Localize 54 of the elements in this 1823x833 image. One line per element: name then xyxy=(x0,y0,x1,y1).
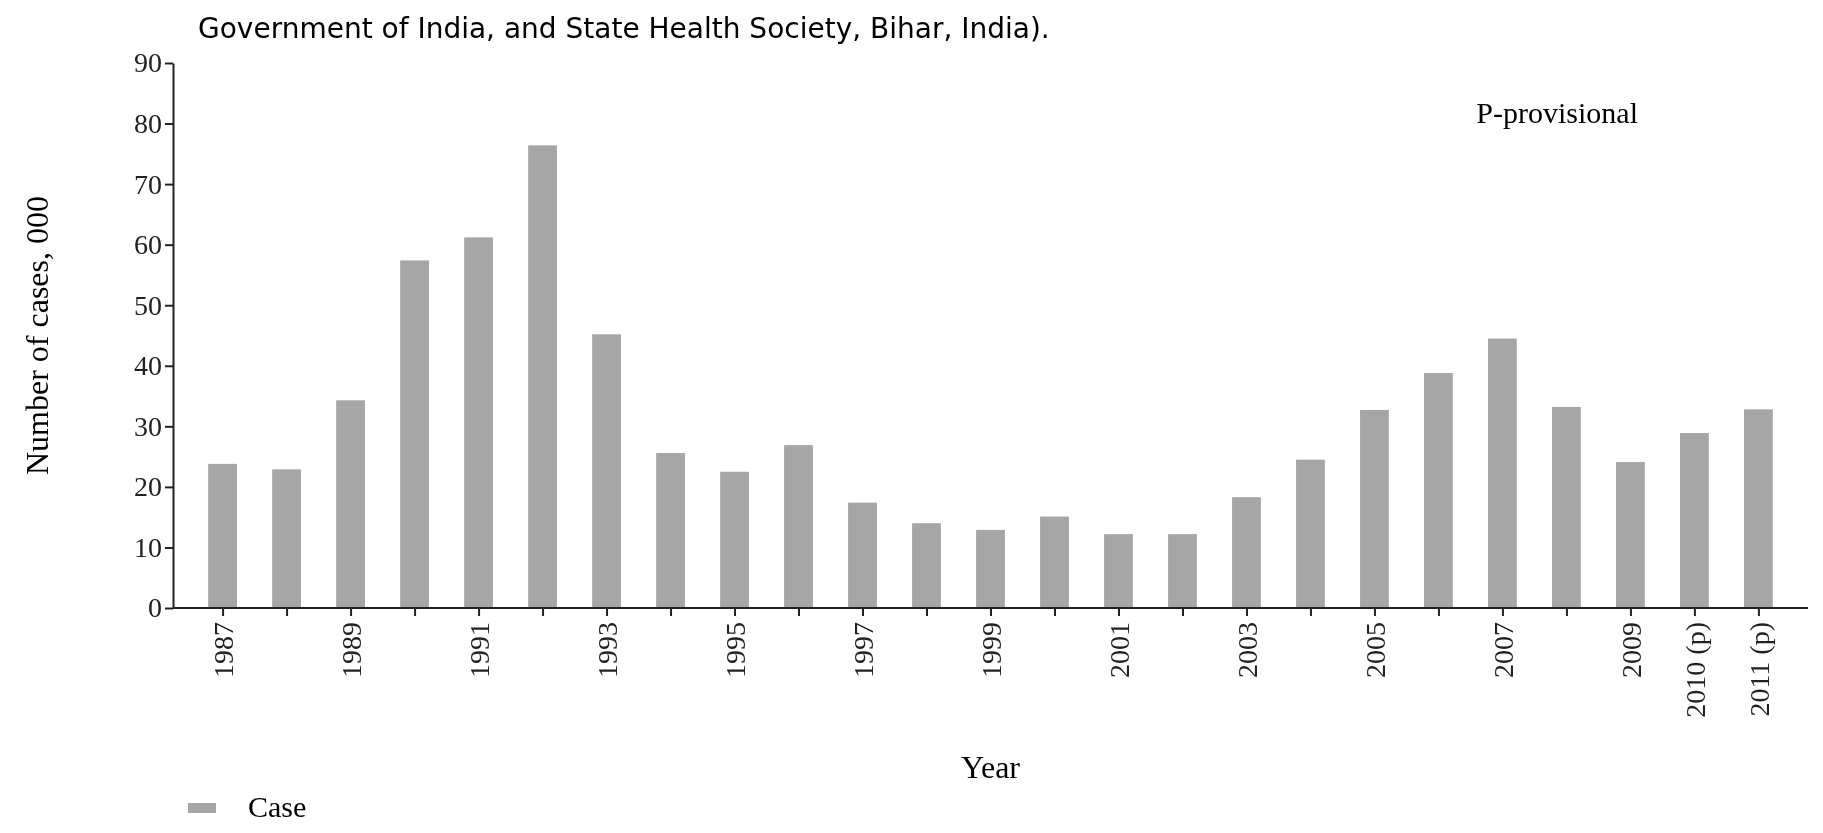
y-tick-label: 90 xyxy=(134,47,162,79)
bar xyxy=(1040,516,1069,608)
bar xyxy=(1104,534,1133,608)
x-tick-label: 2009 xyxy=(1615,622,1647,678)
bar xyxy=(656,452,685,608)
legend-label: Case xyxy=(248,790,307,823)
x-tick-label: 1999 xyxy=(975,622,1007,678)
y-axis-title: Number of cases, 000 xyxy=(19,195,55,476)
bar xyxy=(464,237,493,608)
x-tick-label: 1991 xyxy=(463,622,495,678)
x-tick-label: 2003 xyxy=(1231,622,1263,678)
y-tick-label: 60 xyxy=(134,229,162,261)
bar xyxy=(1616,462,1645,608)
y-tick-label: 10 xyxy=(134,531,162,563)
y-tick-label: 0 xyxy=(148,592,162,624)
bar xyxy=(1168,534,1197,608)
y-tick-label: 40 xyxy=(134,350,162,382)
bar xyxy=(1232,497,1261,608)
bar xyxy=(336,400,365,608)
y-tick-label: 20 xyxy=(134,471,162,503)
y-tick-label: 70 xyxy=(134,168,162,200)
x-tick-label: 2007 xyxy=(1487,622,1519,678)
bar xyxy=(1296,459,1325,608)
annotation: P-provisional xyxy=(1476,96,1638,129)
bar xyxy=(784,445,813,608)
x-tick-label: 2010 (p) xyxy=(1679,622,1711,718)
bar xyxy=(720,471,749,608)
y-tick-label: 30 xyxy=(134,410,162,442)
x-tick-label: 1989 xyxy=(335,622,367,678)
bar xyxy=(272,469,301,608)
bar xyxy=(1552,406,1581,608)
x-axis-title: Year xyxy=(961,749,1021,785)
y-tick-label: 80 xyxy=(134,108,162,140)
x-tick-label: 1995 xyxy=(719,622,751,678)
bar xyxy=(400,260,429,608)
y-tick-label: 50 xyxy=(134,289,162,321)
bar xyxy=(976,529,1005,608)
x-tick-label: 1993 xyxy=(591,622,623,678)
bar xyxy=(848,502,877,608)
bar xyxy=(1488,338,1517,608)
x-tick-label: 2001 xyxy=(1103,622,1135,678)
x-tick-label: 2005 xyxy=(1359,622,1391,678)
x-tick-label: 1997 xyxy=(847,622,879,678)
bar xyxy=(912,523,941,608)
x-tick-label: 1987 xyxy=(207,622,239,678)
bar xyxy=(1360,409,1389,608)
x-tick-label: 2011 (p) xyxy=(1743,622,1775,717)
bar xyxy=(528,145,557,608)
bar xyxy=(1680,432,1709,608)
bar xyxy=(1424,373,1453,608)
bar xyxy=(592,334,621,608)
bar xyxy=(208,463,237,608)
chart-subtitle: Government of India, and State Health Society, Bihar, India). xyxy=(198,12,1050,45)
bar xyxy=(1744,409,1773,608)
